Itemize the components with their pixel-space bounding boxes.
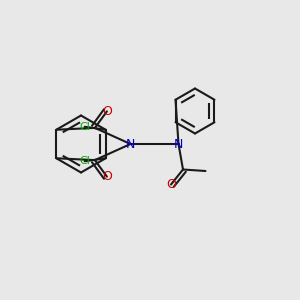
Text: O: O xyxy=(102,170,112,183)
Text: O: O xyxy=(166,178,176,191)
Text: O: O xyxy=(102,105,112,118)
Text: Cl: Cl xyxy=(79,156,90,166)
Text: Cl: Cl xyxy=(79,122,90,132)
Text: N: N xyxy=(174,137,183,151)
Text: N: N xyxy=(126,137,135,151)
